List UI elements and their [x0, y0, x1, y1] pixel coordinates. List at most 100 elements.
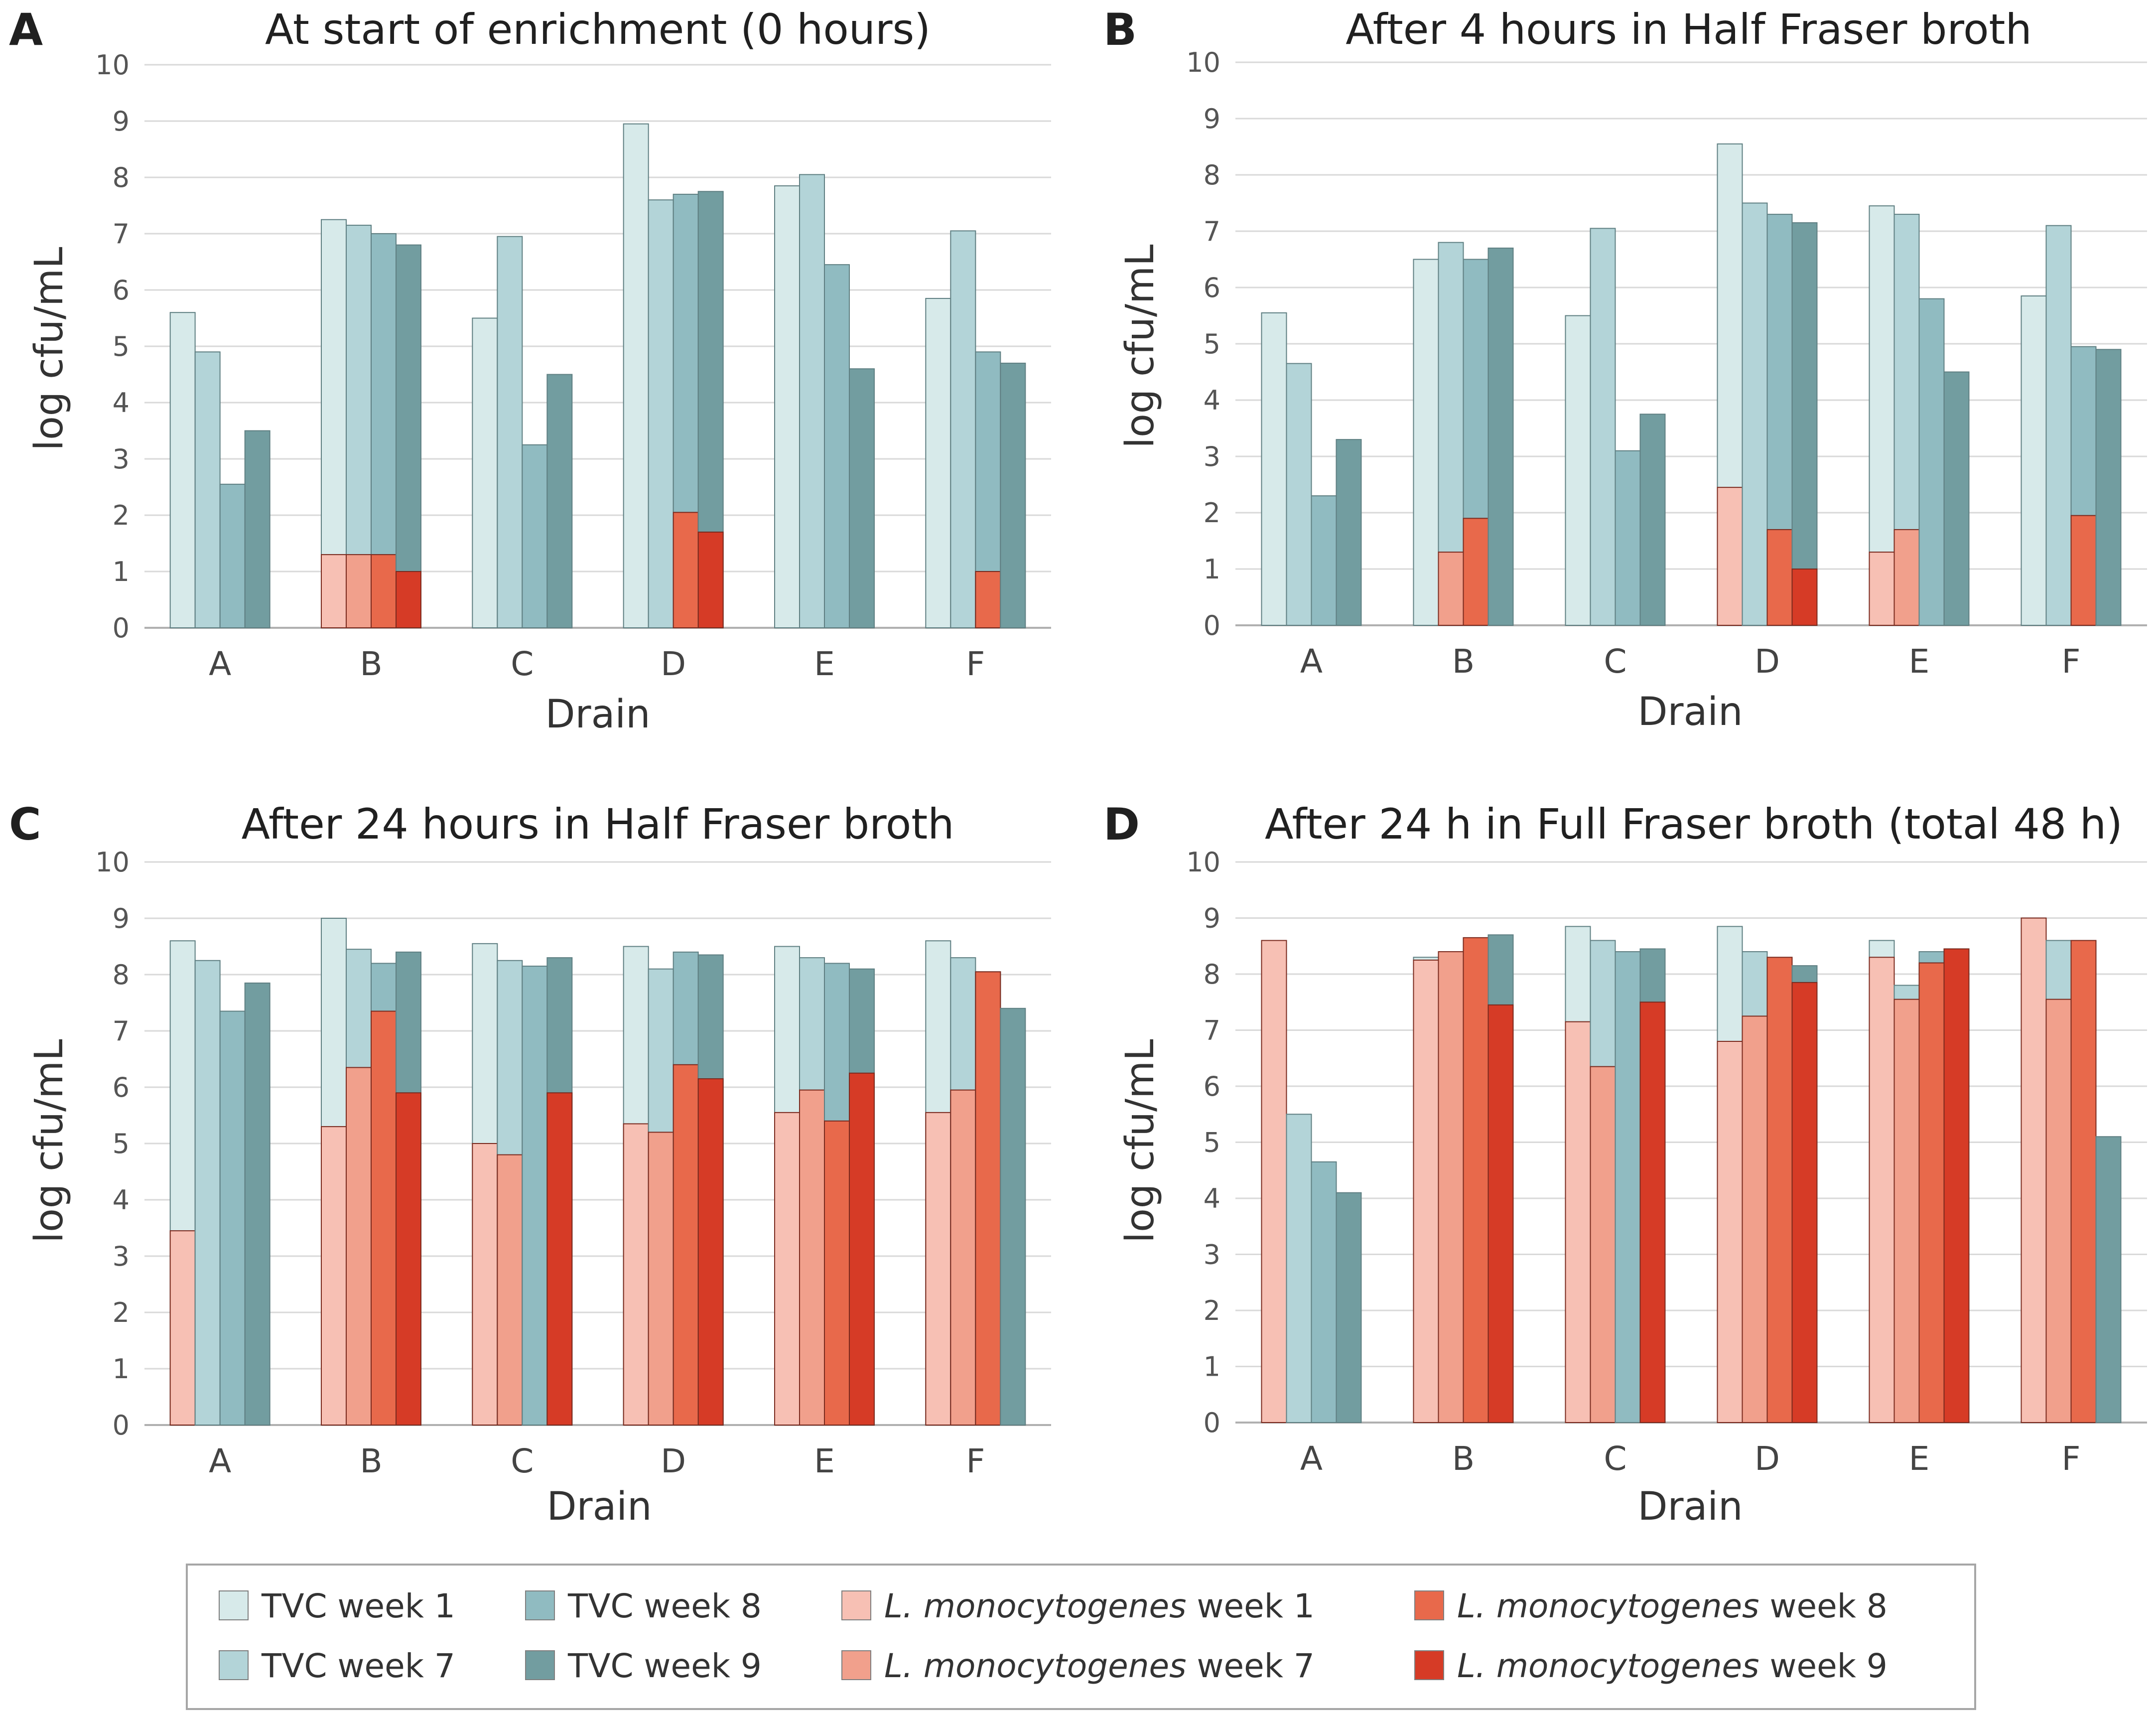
legend-label: TVC week 8: [567, 1587, 762, 1625]
y-tick-label: 10: [95, 49, 130, 81]
bar-tvc: [1918, 298, 1945, 626]
panel-title: After 24 h in Full Fraser broth (total 4…: [1265, 800, 2123, 849]
bar-tvc: [472, 317, 498, 628]
y-axis-label: log cfu/mL: [1118, 244, 1163, 448]
y-tick-label: 7: [1204, 1015, 1220, 1046]
y-tick-label: 2: [1204, 497, 1220, 529]
panel-title: After 24 hours in Half Fraser broth: [242, 800, 954, 849]
bar-tvc: [194, 960, 221, 1426]
panel-letter: B: [1103, 4, 1137, 55]
legend-label: L. monocytogenes week 7: [884, 1647, 1315, 1685]
y-tick-labels: 0 1 2 3 4 5 6 7 8 9 10: [1186, 47, 1220, 641]
bar-tvc: [497, 236, 523, 628]
gridlines: [1235, 61, 2147, 626]
y-tick-label: 5: [1204, 328, 1220, 360]
bar-l-monocytogenes: [546, 1092, 573, 1426]
x-tick-label: A: [1300, 642, 1323, 681]
legend-swatch: [841, 1590, 871, 1620]
y-tick-label: 8: [113, 959, 130, 991]
gridlines: [144, 861, 1051, 1426]
y-tick-label: 2: [113, 500, 130, 531]
y-tick-label: 9: [1204, 903, 1220, 934]
bar-tvc: [925, 297, 951, 628]
bar-l-monocytogenes: [975, 971, 1001, 1426]
legend-label: L. monocytogenes week 9: [1457, 1647, 1887, 1685]
y-tick-label: 0: [1204, 1407, 1220, 1438]
bar-l-monocytogenes: [371, 1010, 397, 1426]
bar-l-monocytogenes: [1742, 1015, 1768, 1423]
bar-l-monocytogenes: [396, 1092, 421, 1426]
bar-l-monocytogenes: [1766, 957, 1793, 1423]
x-tick-label: F: [966, 1442, 985, 1480]
x-tick-label: D: [1754, 1439, 1780, 1478]
x-tick-label: C: [1604, 1439, 1626, 1478]
bar-tvc: [950, 230, 976, 629]
bar-tvc: [2021, 295, 2047, 626]
bar-l-monocytogenes: [1590, 1066, 1616, 1423]
bar-tvc: [2095, 1136, 2122, 1423]
y-tick-label: 1: [1204, 554, 1220, 585]
y-tick-label: 2: [113, 1297, 130, 1328]
y-tick-label: 10: [1186, 847, 1220, 878]
x-tick-label: A: [209, 645, 231, 683]
x-tick-label: D: [661, 1442, 686, 1480]
x-tick-labels: A B C D E F: [1300, 1439, 2081, 1478]
panel-title: At start of enrichment (0 hours): [265, 5, 931, 54]
bar-tvc: [1286, 363, 1312, 626]
bar-tvc: [169, 312, 196, 628]
y-axis-label: log cfu/mL: [27, 1039, 72, 1243]
bar-tvc: [1336, 439, 1362, 626]
y-tick-label: 9: [1204, 103, 1220, 135]
x-tick-label: E: [1909, 1439, 1930, 1478]
bar-tvc: [219, 1010, 246, 1426]
bar-l-monocytogenes: [1261, 940, 1287, 1423]
y-tick-label: 7: [113, 218, 130, 250]
bar-l-monocytogenes: [1565, 1021, 1591, 1423]
y-tick-label: 1: [113, 1353, 130, 1385]
x-tick-label: E: [1909, 642, 1930, 681]
bars: [1261, 917, 2122, 1423]
bar-l-monocytogenes: [623, 1123, 649, 1426]
bar-l-monocytogenes: [1766, 529, 1793, 626]
y-tick-label: 3: [1204, 1239, 1220, 1271]
bar-l-monocytogenes: [1438, 552, 1464, 626]
y-tick-label: 6: [1204, 1071, 1220, 1102]
bar-l-monocytogenes: [1413, 959, 1439, 1423]
bar-tvc: [522, 966, 548, 1426]
x-tick-label: F: [966, 645, 985, 683]
bars: [1261, 143, 2122, 626]
x-tick-label: C: [1604, 642, 1626, 681]
gridlines: [1235, 861, 2147, 1424]
bar-l-monocytogenes: [169, 1230, 196, 1426]
bar-l-monocytogenes: [774, 1112, 800, 1426]
y-tick-label: 0: [113, 612, 130, 644]
legend-label: L. monocytogenes week 8: [1457, 1587, 1887, 1625]
bar-tvc: [1311, 495, 1337, 626]
y-tick-label: 0: [1204, 610, 1220, 641]
bar-tvc: [1311, 1161, 1337, 1423]
legend-label: TVC week 1: [261, 1587, 455, 1625]
bar-l-monocytogenes: [321, 554, 347, 628]
y-tick-label: 7: [1204, 216, 1220, 247]
bar-l-monocytogenes: [975, 571, 1001, 628]
x-tick-label: A: [209, 1442, 231, 1480]
panel-letter: A: [9, 4, 43, 55]
legend-swatch: [1414, 1590, 1444, 1620]
y-tick-labels: 0 1 2 3 4 5 6 7 8 9 10: [95, 847, 130, 1441]
x-axis-label: Drain: [1637, 1484, 1743, 1529]
bar-l-monocytogenes: [673, 512, 699, 628]
bar-tvc: [774, 185, 800, 628]
bar-l-monocytogenes: [849, 1072, 875, 1426]
y-tick-label: 10: [95, 847, 130, 878]
bar-l-monocytogenes: [1438, 951, 1464, 1423]
bar-tvc: [1000, 1007, 1026, 1426]
legend-item: TVC week 1: [219, 1587, 455, 1625]
bar-l-monocytogenes: [346, 1067, 372, 1426]
x-tick-label: D: [661, 645, 686, 683]
legend-swatch: [525, 1650, 555, 1680]
x-tick-label: F: [2062, 642, 2081, 681]
bar-l-monocytogenes: [799, 1089, 825, 1426]
panel-c: C After 24 hours in Half Fraser broth 0 1…: [9, 799, 1051, 1529]
y-tick-label: 10: [1186, 47, 1220, 78]
legend-item: L. monocytogenes week 1: [841, 1587, 1315, 1625]
